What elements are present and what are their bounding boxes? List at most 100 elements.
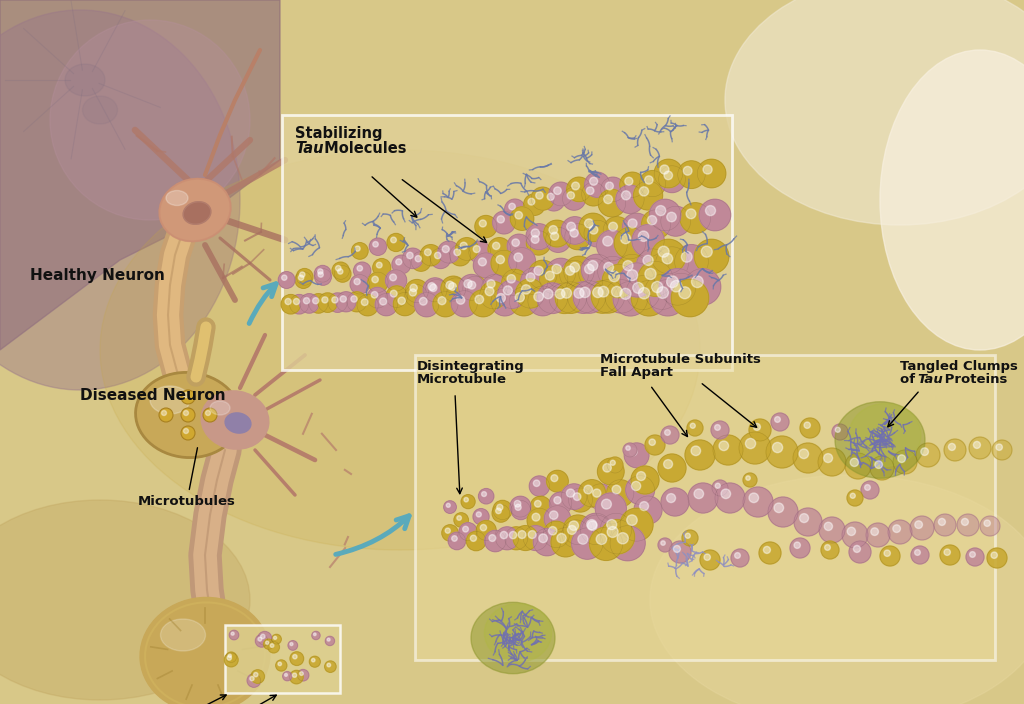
- Circle shape: [560, 260, 589, 289]
- Circle shape: [880, 546, 900, 566]
- Circle shape: [449, 532, 466, 550]
- Circle shape: [531, 187, 554, 210]
- Circle shape: [420, 245, 441, 266]
- Circle shape: [691, 276, 703, 288]
- Circle shape: [745, 476, 751, 480]
- Circle shape: [402, 248, 423, 268]
- Circle shape: [497, 215, 505, 223]
- Circle shape: [658, 454, 686, 482]
- Circle shape: [633, 282, 644, 294]
- Circle shape: [295, 272, 311, 289]
- Circle shape: [634, 496, 662, 524]
- Circle shape: [438, 296, 446, 305]
- Circle shape: [226, 652, 237, 662]
- Circle shape: [655, 247, 688, 279]
- Circle shape: [667, 494, 676, 503]
- Circle shape: [357, 294, 378, 316]
- Circle shape: [590, 225, 598, 234]
- Circle shape: [505, 199, 525, 220]
- Circle shape: [325, 661, 336, 672]
- Circle shape: [294, 298, 300, 305]
- Circle shape: [290, 670, 303, 684]
- Circle shape: [970, 552, 976, 558]
- Circle shape: [664, 460, 673, 469]
- Circle shape: [794, 542, 801, 548]
- Ellipse shape: [50, 20, 250, 220]
- Circle shape: [393, 292, 417, 315]
- Circle shape: [265, 641, 269, 644]
- Circle shape: [410, 284, 418, 291]
- Circle shape: [298, 275, 304, 280]
- Circle shape: [715, 425, 720, 430]
- Circle shape: [662, 426, 679, 444]
- Bar: [282, 115, 732, 370]
- Circle shape: [623, 213, 650, 241]
- Circle shape: [591, 279, 625, 313]
- Circle shape: [395, 259, 401, 265]
- Circle shape: [600, 513, 632, 545]
- Circle shape: [658, 538, 672, 552]
- Circle shape: [530, 496, 551, 517]
- Circle shape: [804, 422, 810, 429]
- Circle shape: [667, 212, 676, 222]
- Ellipse shape: [650, 475, 1024, 704]
- Circle shape: [610, 526, 645, 560]
- Circle shape: [984, 520, 990, 527]
- Circle shape: [966, 548, 984, 566]
- Circle shape: [582, 515, 611, 545]
- Circle shape: [531, 229, 540, 237]
- Circle shape: [515, 211, 522, 219]
- Circle shape: [407, 252, 413, 259]
- Circle shape: [768, 497, 798, 527]
- Circle shape: [492, 250, 517, 276]
- Ellipse shape: [161, 619, 206, 651]
- Circle shape: [162, 410, 167, 415]
- Circle shape: [334, 265, 351, 282]
- Circle shape: [644, 275, 680, 310]
- Circle shape: [386, 286, 408, 308]
- Circle shape: [774, 503, 783, 513]
- Circle shape: [603, 237, 612, 246]
- Circle shape: [273, 636, 276, 639]
- Circle shape: [884, 550, 891, 556]
- Circle shape: [655, 206, 666, 215]
- Circle shape: [706, 206, 716, 215]
- Circle shape: [603, 217, 631, 244]
- Circle shape: [678, 161, 706, 189]
- Circle shape: [322, 297, 328, 303]
- Circle shape: [680, 203, 711, 234]
- Circle shape: [507, 234, 530, 258]
- Circle shape: [536, 191, 543, 199]
- Circle shape: [297, 670, 309, 681]
- Circle shape: [836, 427, 841, 432]
- Circle shape: [642, 210, 671, 239]
- Circle shape: [582, 182, 605, 206]
- Circle shape: [613, 282, 647, 316]
- Circle shape: [275, 660, 287, 671]
- Circle shape: [547, 470, 568, 492]
- Ellipse shape: [166, 191, 188, 206]
- Circle shape: [505, 527, 527, 550]
- Circle shape: [527, 508, 552, 533]
- Circle shape: [821, 541, 839, 559]
- Circle shape: [573, 493, 581, 501]
- Ellipse shape: [484, 603, 552, 662]
- Circle shape: [532, 513, 540, 521]
- Circle shape: [288, 641, 298, 650]
- Bar: [225, 625, 340, 693]
- Circle shape: [549, 527, 557, 535]
- Circle shape: [597, 230, 628, 260]
- Ellipse shape: [160, 179, 230, 241]
- Circle shape: [957, 514, 979, 536]
- Text: Proteins: Proteins: [940, 373, 1008, 386]
- Circle shape: [598, 189, 626, 217]
- Circle shape: [626, 446, 631, 451]
- Circle shape: [433, 291, 458, 317]
- Ellipse shape: [100, 150, 700, 550]
- Circle shape: [585, 172, 609, 197]
- Circle shape: [688, 483, 718, 513]
- Circle shape: [672, 279, 709, 317]
- Circle shape: [691, 446, 700, 455]
- Circle shape: [484, 530, 506, 552]
- Ellipse shape: [471, 603, 555, 674]
